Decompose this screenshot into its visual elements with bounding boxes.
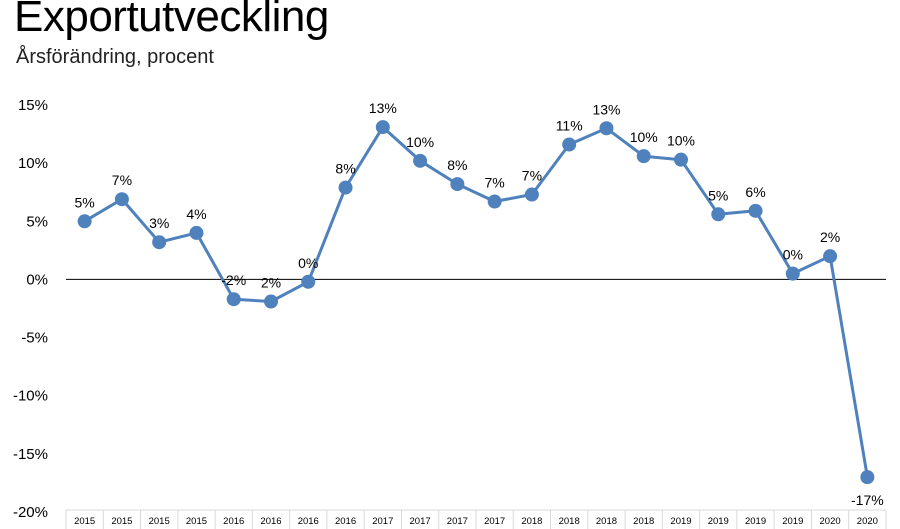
y-axis-ticks: 15% 10% 5% 0% -5% -10% -15% -20% — [13, 97, 48, 521]
x-tick-label: 2018 — [596, 516, 617, 527]
x-tick-label: 2017 — [484, 516, 505, 527]
data-point — [524, 187, 539, 202]
data-label: 5% — [708, 187, 728, 203]
x-tick-label: 2017 — [447, 516, 468, 527]
series-group — [77, 120, 875, 485]
data-label: 13% — [369, 100, 397, 116]
data-label: 8% — [447, 157, 467, 173]
data-point — [226, 292, 241, 307]
y-tick-label: -5% — [21, 330, 48, 347]
data-label: 4% — [186, 206, 206, 222]
y-tick-label: 15% — [18, 97, 48, 114]
data-label: 6% — [745, 184, 765, 200]
data-label: 2% — [820, 229, 840, 245]
data-label: 10% — [406, 134, 434, 150]
data-point — [114, 192, 129, 207]
data-label: 7% — [485, 175, 505, 191]
chart-title: Exportutveckling — [14, 0, 329, 41]
data-point — [189, 225, 204, 240]
y-tick-label: -20% — [13, 504, 48, 521]
data-point — [823, 249, 838, 264]
data-label: 2% — [261, 275, 281, 291]
data-label: 7% — [522, 168, 542, 184]
data-point — [338, 180, 353, 195]
data-point — [413, 153, 428, 168]
x-tick-label: 2015 — [186, 516, 207, 527]
series-line — [83, 125, 869, 478]
chart-subtitle: Årsförändring, procent — [16, 46, 214, 68]
y-tick-label: 10% — [18, 155, 48, 172]
data-label: 11% — [556, 118, 583, 134]
data-point — [375, 120, 390, 135]
x-tick-label: 2016 — [298, 516, 319, 527]
data-point — [562, 137, 577, 152]
y-tick-label: 0% — [26, 271, 48, 288]
data-point — [785, 266, 800, 281]
data-label: 10% — [630, 129, 658, 145]
data-label: 3% — [149, 215, 169, 231]
x-tick-label: 2016 — [223, 516, 244, 527]
x-category-grid — [65, 509, 887, 529]
x-tick-label: 2019 — [708, 516, 729, 527]
x-tick-label: 2018 — [559, 516, 580, 527]
data-point — [487, 194, 502, 209]
data-label: 0% — [298, 255, 318, 271]
data-point — [450, 177, 465, 192]
x-tick-label: 2020 — [820, 516, 841, 527]
data-label: 0% — [783, 247, 803, 263]
y-tick-label: -10% — [13, 388, 48, 405]
x-tick-label: 2016 — [260, 516, 281, 527]
y-tick-label: 5% — [26, 213, 48, 230]
data-point — [599, 121, 614, 136]
x-tick-label: 2020 — [857, 516, 878, 527]
data-label: -17% — [851, 492, 884, 508]
x-tick-label: 2018 — [521, 516, 542, 527]
y-tick-label: -15% — [13, 446, 48, 463]
x-tick-label: 2015 — [111, 516, 132, 527]
data-label: 5% — [75, 194, 95, 210]
data-label: 7% — [112, 172, 132, 188]
x-tick-label: 2019 — [782, 516, 803, 527]
data-label: 13% — [592, 101, 620, 117]
data-label: 8% — [335, 161, 355, 177]
x-tick-label: 2018 — [633, 516, 654, 527]
x-tick-label: 2017 — [372, 516, 393, 527]
x-tick-label: 2017 — [410, 516, 431, 527]
data-label: -2% — [221, 272, 246, 288]
data-point — [301, 274, 316, 289]
data-point — [860, 470, 875, 485]
data-label: 10% — [667, 133, 695, 149]
data-point — [152, 235, 167, 250]
x-tick-label: 2015 — [74, 516, 95, 527]
data-point — [674, 152, 688, 167]
data-point — [264, 294, 278, 309]
x-tick-label: 2019 — [745, 516, 766, 527]
data-point — [748, 203, 763, 218]
x-tick-label: 2015 — [149, 516, 170, 527]
x-tick-label: 2016 — [335, 516, 356, 527]
data-point — [711, 207, 726, 222]
data-point — [77, 214, 92, 229]
x-tick-label: 2019 — [670, 516, 691, 527]
x-axis-ticks: 2015 2015 2015 2015 2016 2016 2016 2016 2017 2017… — [74, 516, 878, 527]
data-labels: 5% 7% 3% 4% -2% 2% 0% 8% 13% 10% 8% 7% 7% 11% 13% 10% 10… — [75, 100, 884, 508]
data-point — [636, 149, 651, 164]
